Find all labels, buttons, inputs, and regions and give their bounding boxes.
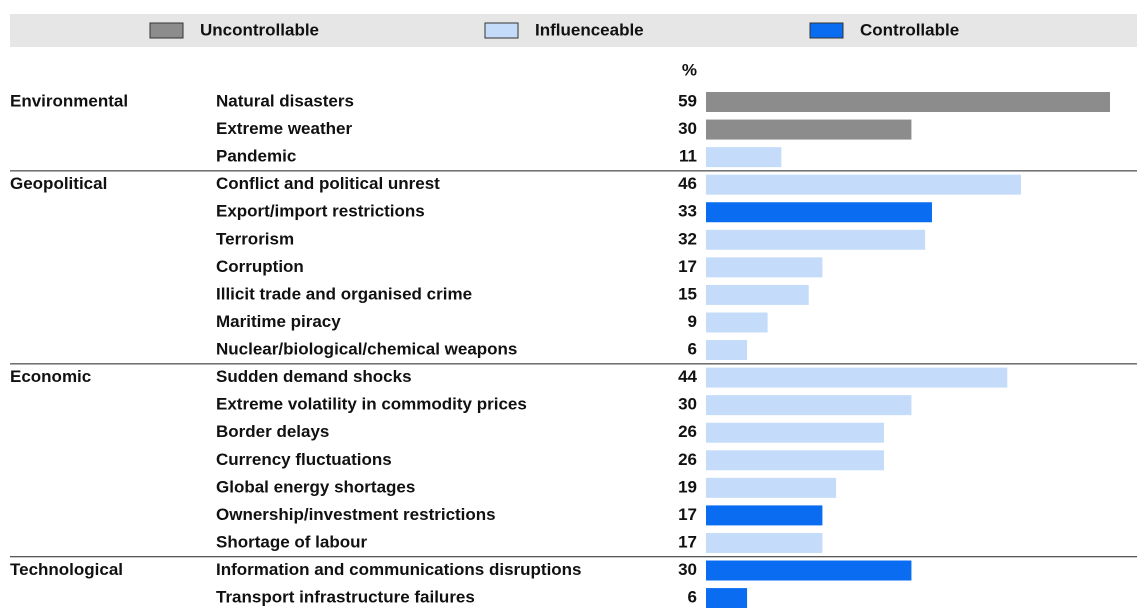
value-label: 26 (678, 450, 697, 469)
row-label: Conflict and political unrest (216, 174, 440, 193)
value-label: 30 (678, 395, 697, 414)
value-label: 11 (679, 147, 697, 166)
bar (706, 477, 837, 498)
value-label: 9 (688, 312, 697, 331)
bar (706, 560, 912, 581)
group-label: Economic (10, 367, 91, 386)
value-label: 19 (678, 477, 697, 496)
bar (706, 92, 1110, 112)
bar (706, 367, 1008, 388)
value-label: 17 (678, 505, 697, 524)
bar (706, 119, 912, 140)
bar (706, 312, 768, 333)
row-label: Extreme volatility in commodity prices (216, 395, 527, 414)
row-label: Nuclear/biological/chemical weapons (216, 340, 517, 359)
bar (706, 505, 823, 526)
value-label: 30 (678, 560, 697, 579)
bar (706, 532, 823, 553)
value-label: 6 (688, 340, 697, 359)
legend-label: Uncontrollable (200, 20, 319, 39)
bar (706, 257, 823, 278)
group-label: Environmental (10, 91, 128, 110)
bar (706, 422, 885, 443)
bar (706, 229, 926, 250)
row-label: Transport infrastructure failures (216, 588, 475, 607)
value-label: 46 (678, 174, 697, 193)
row-label: Shortage of labour (216, 532, 368, 551)
group-label: Geopolitical (10, 174, 107, 193)
row-label: Global energy shortages (216, 477, 415, 496)
bar (706, 202, 932, 223)
bar (706, 395, 912, 416)
bar (706, 284, 809, 305)
value-label: 17 (678, 257, 697, 276)
row-label: Pandemic (216, 147, 296, 166)
bar (706, 147, 782, 168)
group-label: Technological (10, 560, 123, 579)
value-label: 15 (678, 284, 697, 303)
value-label: 59 (678, 91, 697, 110)
row-label: Export/import restrictions (216, 202, 425, 221)
bar (706, 340, 748, 361)
bar (706, 174, 1021, 195)
row-label: Corruption (216, 257, 304, 276)
row-label: Sudden demand shocks (216, 367, 412, 386)
value-label: 32 (678, 229, 697, 248)
value-label: 30 (678, 119, 697, 138)
row-label: Currency fluctuations (216, 450, 392, 469)
row-label: Extreme weather (216, 119, 352, 138)
row-label: Border delays (216, 422, 329, 441)
value-label: 6 (688, 588, 697, 607)
row-label: Natural disasters (216, 91, 354, 110)
value-label: 17 (678, 532, 697, 551)
legend-swatch (809, 22, 844, 39)
value-header: % (682, 60, 697, 79)
bar (706, 588, 748, 608)
value-label: 26 (678, 422, 697, 441)
value-label: 33 (678, 202, 697, 221)
value-label: 44 (678, 367, 697, 386)
legend-swatch (484, 22, 519, 39)
bar (706, 450, 885, 471)
legend-band (10, 14, 1137, 47)
legend-label: Influenceable (535, 20, 644, 39)
row-label: Terrorism (216, 229, 294, 248)
row-label: Maritime piracy (216, 312, 341, 331)
legend-label: Controllable (860, 20, 959, 39)
row-label: Ownership/investment restrictions (216, 505, 496, 524)
legend-swatch (149, 22, 184, 39)
row-label: Information and communications disruptio… (216, 560, 582, 579)
row-label: Illicit trade and organised crime (216, 284, 472, 303)
